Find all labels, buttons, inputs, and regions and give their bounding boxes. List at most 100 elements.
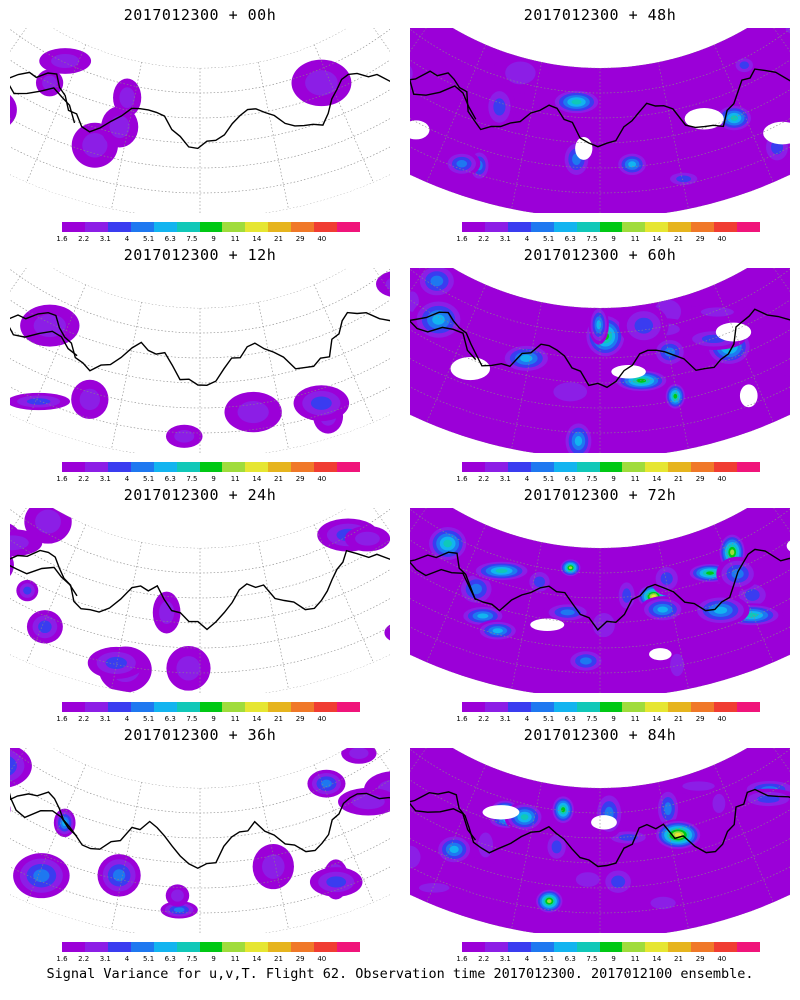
colorbar-swatch	[314, 462, 338, 472]
colorbar-swatch	[668, 702, 692, 712]
colorbar-swatch	[176, 222, 200, 232]
colorbar-swatch	[507, 462, 531, 472]
colorbar-swatch	[507, 702, 531, 712]
colorbar-swatch	[737, 222, 760, 232]
colorbar-tick-label: 21	[274, 955, 283, 963]
colorbar-labels: 1.6 2.2 3.1 4 5.1 6.3 7.5 9 11 14 21 29 40	[48, 955, 378, 965]
colorbar-tick-label: 1.6	[456, 475, 468, 483]
colorbar-tick-label: 9	[611, 955, 616, 963]
colorbar-tick-label: 11	[230, 715, 240, 723]
colorbar-tick-label: 29	[295, 715, 305, 723]
colorbar-swatch	[737, 462, 760, 472]
colorbar-swatch	[62, 702, 85, 712]
colorbar-swatch	[176, 942, 200, 952]
colorbar-tick-label: 6.3	[564, 715, 576, 723]
colorbar-tick-label: 14	[252, 955, 262, 963]
colorbar-swatch	[291, 702, 315, 712]
variance-map	[410, 508, 790, 693]
figure-caption: Signal Variance for u,v,T. Flight 62. Ob…	[46, 966, 754, 982]
colorbar	[462, 222, 760, 232]
colorbar-tick-label: 4	[124, 475, 130, 483]
colorbar-swatch	[337, 222, 360, 232]
colorbar-tick-label: 40	[717, 235, 727, 243]
colorbar-swatch	[714, 462, 738, 472]
colorbar-swatch	[599, 702, 623, 712]
colorbar	[62, 222, 360, 232]
colorbar-tick-label: 7.5	[186, 235, 198, 243]
colorbar-swatch	[599, 462, 623, 472]
colorbar-swatch	[107, 942, 131, 952]
colorbar-tick-label: 11	[630, 955, 640, 963]
colorbar-swatch	[222, 462, 246, 472]
colorbar-tick-label: 2.2	[478, 955, 490, 963]
colorbar-labels: 1.6 2.2 3.1 4 5.1 6.3 7.5 9 11 14 21 29 40	[448, 475, 778, 485]
panel-title: 2017012300 + 72h	[523, 486, 677, 504]
forecast-panel: 2017012300 + 00h 1.6 2.2 3.1 4 5.1 6.3 7.5 9 11 14…	[0, 0, 400, 243]
colorbar-swatch	[668, 462, 692, 472]
colorbar-swatch	[314, 942, 338, 952]
panel-title: 2017012300 + 84h	[523, 726, 677, 744]
colorbar	[62, 462, 360, 472]
colorbar-tick-label: 1.6	[456, 235, 468, 243]
colorbar-tick-label: 11	[230, 475, 240, 483]
colorbar-swatch	[530, 942, 554, 952]
colorbar-tick-label: 14	[652, 475, 662, 483]
variance-map	[410, 748, 790, 933]
colorbar-labels: 1.6 2.2 3.1 4 5.1 6.3 7.5 9 11 14 21 29 40	[448, 235, 778, 245]
colorbar-tick-label: 1.6	[56, 955, 68, 963]
colorbar-tick-label: 29	[295, 955, 305, 963]
colorbar-tick-label: 40	[717, 475, 727, 483]
colorbar-swatch	[222, 222, 246, 232]
colorbar	[462, 942, 760, 952]
colorbar-swatch	[576, 222, 600, 232]
colorbar-swatch	[668, 222, 692, 232]
colorbar-tick-label: 6.3	[564, 955, 576, 963]
colorbar-tick-label: 29	[295, 475, 305, 483]
colorbar-tick-label: 5.1	[543, 475, 555, 483]
colorbar-tick-label: 6.3	[164, 715, 176, 723]
colorbar-swatch	[245, 462, 269, 472]
colorbar-tick-label: 3.1	[499, 235, 511, 243]
colorbar-labels: 1.6 2.2 3.1 4 5.1 6.3 7.5 9 11 14 21 29 40	[48, 475, 378, 485]
colorbar-swatch	[291, 942, 315, 952]
colorbar-tick-label: 1.6	[56, 475, 68, 483]
colorbar-swatch	[130, 462, 154, 472]
panel-title: 2017012300 + 48h	[523, 6, 677, 24]
colorbar-tick-label: 6.3	[164, 475, 176, 483]
colorbar-tick-label: 9	[611, 715, 616, 723]
colorbar-tick-label: 40	[317, 475, 327, 483]
colorbar-swatch	[199, 702, 223, 712]
colorbar-tick-label: 2.2	[478, 475, 490, 483]
colorbar-swatch	[130, 222, 154, 232]
colorbar-swatch	[176, 462, 200, 472]
colorbar-tick-label: 11	[630, 235, 640, 243]
colorbar-swatch	[599, 942, 623, 952]
colorbar-tick-label: 3.1	[499, 955, 511, 963]
colorbar-swatch	[622, 222, 646, 232]
colorbar-swatch	[645, 942, 669, 952]
colorbar-tick-label: 21	[674, 475, 683, 483]
colorbar-tick-label: 9	[211, 235, 216, 243]
colorbar-tick-label: 21	[274, 715, 283, 723]
forecast-panel: 2017012300 + 12h 1.6 2.2 3.1 4 5.1 6.3 7.5 9 11 14…	[0, 240, 400, 483]
colorbar-swatch	[599, 222, 623, 232]
colorbar-swatch	[107, 702, 131, 712]
colorbar-tick-label: 11	[230, 955, 240, 963]
colorbar-tick-label: 3.1	[499, 715, 511, 723]
colorbar-tick-label: 6.3	[164, 955, 176, 963]
colorbar-labels: 1.6 2.2 3.1 4 5.1 6.3 7.5 9 11 14 21 29 40	[48, 715, 378, 725]
colorbar-swatch	[337, 942, 360, 952]
colorbar-tick-label: 4	[524, 955, 530, 963]
colorbar-swatch	[645, 702, 669, 712]
colorbar-tick-label: 21	[674, 715, 683, 723]
colorbar-tick-label: 9	[211, 955, 216, 963]
variance-map	[10, 268, 390, 453]
forecast-panel: 2017012300 + 36h 1.6 2.2 3.1 4 5.1 6.3 7.5 9 11 14…	[0, 720, 400, 963]
colorbar-swatch	[714, 942, 738, 952]
colorbar-swatch	[645, 222, 669, 232]
colorbar-swatch	[622, 462, 646, 472]
colorbar-tick-label: 11	[630, 475, 640, 483]
colorbar-tick-label: 6.3	[564, 235, 576, 243]
colorbar-tick-label: 14	[652, 955, 662, 963]
colorbar-tick-label: 3.1	[99, 955, 111, 963]
